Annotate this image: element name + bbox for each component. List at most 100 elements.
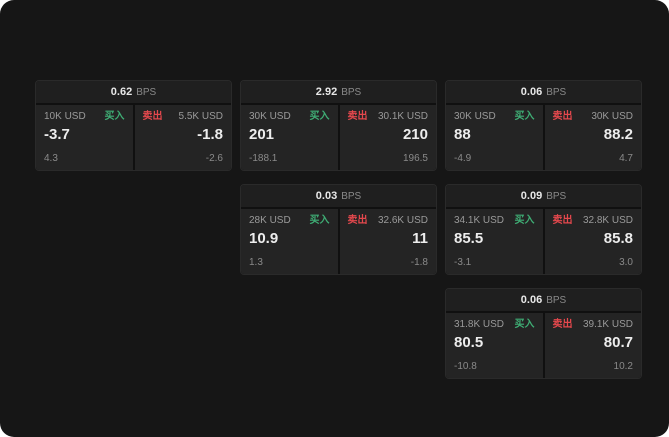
sell-panel[interactable]: 卖出 32.6K USD 11 -1.8 [339,209,436,274]
quote-card: 0.06 BPS 30K USD 买入 88 -4.9 卖出 30K USD 8… [445,80,642,171]
bps-value: 0.03 [315,190,338,202]
sell-label: 卖出 [142,111,163,122]
buy-panel-header: 28K USD 买入 [249,215,330,227]
card-header: 0.62 BPS [36,81,231,103]
bps-value: 0.09 [520,190,543,202]
card-header: 0.06 BPS [446,289,641,311]
buy-panel[interactable]: 28K USD 买入 10.9 1.3 [241,209,338,274]
sell-panel-header: 卖出 30.1K USD [348,111,429,123]
buy-label: 买入 [309,215,330,226]
buy-panel[interactable]: 10K USD 买入 -3.7 4.3 [36,105,133,170]
quote-card: 2.92 BPS 30K USD 买入 201 -188.1 卖出 30.1K … [240,80,437,171]
sell-sub-value: -1.8 [410,257,428,268]
quote-card: 0.06 BPS 31.8K USD 买入 80.5 -10.8 卖出 39.1… [445,288,642,379]
sell-amount: 32.6K USD [377,215,428,226]
buy-panel[interactable]: 34.1K USD 买入 85.5 -3.1 [446,209,543,274]
buy-label: 买入 [514,319,535,330]
buy-amount: 10K USD [44,111,86,122]
sell-price: 11 [412,230,428,247]
quote-card-grid: 0.62 BPS 10K USD 买入 -3.7 4.3 卖出 5.5K USD… [35,80,642,379]
buy-sell-panels: 30K USD 买入 201 -188.1 卖出 30.1K USD 210 1… [241,103,436,170]
buy-label: 买入 [309,111,330,122]
buy-panel-header: 34.1K USD 买入 [454,215,535,227]
buy-sub-value: -10.8 [454,361,477,372]
buy-sell-panels: 31.8K USD 买入 80.5 -10.8 卖出 39.1K USD 80.… [446,311,641,378]
buy-panel-header: 30K USD 买入 [249,111,330,123]
buy-panel-header: 10K USD 买入 [44,111,125,123]
sell-price: 88.2 [603,126,633,143]
buy-price: 85.5 [454,230,484,247]
bps-unit-label: BPS [546,294,567,306]
buy-label: 买入 [514,111,535,122]
buy-sub-value: 1.3 [249,257,263,268]
bps-value: 2.92 [315,86,338,98]
sell-price: 85.8 [603,230,633,247]
bps-unit-label: BPS [341,190,362,202]
card-header: 2.92 BPS [241,81,436,103]
sell-amount: 5.5K USD [178,111,223,122]
bps-value: 0.62 [110,86,133,98]
bps-unit-label: BPS [546,86,567,98]
sell-panel[interactable]: 卖出 39.1K USD 80.7 10.2 [544,313,641,378]
buy-price: 88 [454,126,471,143]
buy-panel[interactable]: 30K USD 买入 201 -188.1 [241,105,338,170]
sell-label: 卖出 [347,111,368,122]
buy-amount: 28K USD [249,215,291,226]
sell-amount: 32.8K USD [582,215,633,226]
bps-unit-label: BPS [341,86,362,98]
sell-panel[interactable]: 卖出 32.8K USD 85.8 3.0 [544,209,641,274]
buy-panel[interactable]: 31.8K USD 买入 80.5 -10.8 [446,313,543,378]
sell-sub-value: -2.6 [205,153,223,164]
sell-panel-header: 卖出 32.6K USD [348,215,429,227]
buy-panel-header: 31.8K USD 买入 [454,319,535,331]
buy-panel[interactable]: 30K USD 买入 88 -4.9 [446,105,543,170]
sell-sub-value: 10.2 [613,361,633,372]
sell-amount: 30K USD [591,111,633,122]
buy-sell-panels: 28K USD 买入 10.9 1.3 卖出 32.6K USD 11 -1.8 [241,207,436,274]
bps-value: 0.06 [520,86,543,98]
sell-label: 卖出 [347,215,368,226]
card-header: 0.09 BPS [446,185,641,207]
bps-unit-label: BPS [136,86,157,98]
buy-sell-panels: 10K USD 买入 -3.7 4.3 卖出 5.5K USD -1.8 -2.… [36,103,231,170]
sell-price: -1.8 [197,126,223,143]
bps-value: 0.06 [520,294,543,306]
sell-price: 210 [402,126,428,143]
sell-label: 卖出 [552,215,573,226]
sell-panel-header: 卖出 5.5K USD [143,111,224,123]
card-header: 0.06 BPS [446,81,641,103]
sell-panel-header: 卖出 32.8K USD [553,215,634,227]
sell-sub-value: 4.7 [619,153,633,164]
sell-amount: 39.1K USD [582,319,633,330]
buy-amount: 31.8K USD [454,319,505,330]
sell-panel[interactable]: 卖出 30K USD 88.2 4.7 [544,105,641,170]
sell-price: 80.7 [603,334,633,351]
buy-price: 80.5 [454,334,484,351]
buy-amount: 34.1K USD [454,215,505,226]
sell-panel-header: 卖出 30K USD [553,111,634,123]
buy-price: -3.7 [44,126,70,143]
sell-sub-value: 3.0 [619,257,633,268]
buy-sell-panels: 30K USD 买入 88 -4.9 卖出 30K USD 88.2 4.7 [446,103,641,170]
sell-amount: 30.1K USD [377,111,428,122]
sell-panel[interactable]: 卖出 5.5K USD -1.8 -2.6 [134,105,231,170]
sell-label: 卖出 [552,319,573,330]
buy-label: 买入 [514,215,535,226]
quote-card: 0.09 BPS 34.1K USD 买入 85.5 -3.1 卖出 32.8K… [445,184,642,275]
card-header: 0.03 BPS [241,185,436,207]
buy-sell-panels: 34.1K USD 买入 85.5 -3.1 卖出 32.8K USD 85.8… [446,207,641,274]
quote-card: 0.62 BPS 10K USD 买入 -3.7 4.3 卖出 5.5K USD… [35,80,232,171]
buy-price: 201 [249,126,275,143]
buy-sub-value: -3.1 [454,257,472,268]
buy-label: 买入 [104,111,125,122]
buy-amount: 30K USD [454,111,496,122]
buy-price: 10.9 [249,230,279,247]
buy-amount: 30K USD [249,111,291,122]
quote-card: 0.03 BPS 28K USD 买入 10.9 1.3 卖出 32.6K US… [240,184,437,275]
buy-sub-value: -4.9 [454,153,472,164]
buy-panel-header: 30K USD 买入 [454,111,535,123]
sell-panel[interactable]: 卖出 30.1K USD 210 196.5 [339,105,436,170]
sell-sub-value: 196.5 [402,153,428,164]
sell-panel-header: 卖出 39.1K USD [553,319,634,331]
